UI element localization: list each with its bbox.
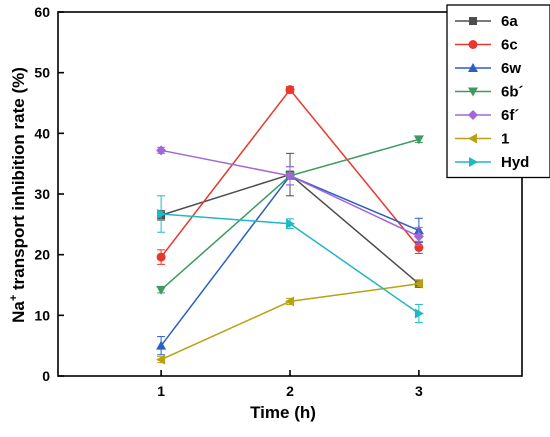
legend-entry-1: 6c — [455, 37, 518, 54]
data-point — [285, 296, 294, 307]
series-6 — [157, 195, 424, 324]
y-tick-label: 30 — [34, 186, 50, 202]
legend-entry-0: 6a — [455, 13, 518, 30]
legend-entry-3: 6b´ — [455, 84, 524, 101]
data-point — [156, 354, 166, 365]
series-4 — [156, 145, 424, 247]
data-point — [156, 145, 167, 156]
legend-marker — [469, 17, 477, 25]
legend-marker — [468, 87, 478, 97]
x-tick-label: 3 — [415, 383, 423, 399]
legend-label: 6a — [501, 13, 518, 30]
legend-entry-5: 1 — [455, 131, 509, 148]
y-axis-title-rest: transport inhibition rate (%) — [9, 67, 28, 295]
x-axis-title: Time (h) — [250, 403, 316, 422]
data-point — [156, 285, 167, 295]
series-group — [156, 85, 424, 365]
legend-marker — [468, 133, 477, 144]
legend-entry-4: 6f´ — [455, 107, 519, 124]
legend-label: 1 — [501, 131, 509, 148]
data-point — [156, 252, 166, 262]
legend-entry-6: Hyd — [455, 154, 529, 171]
y-axis-title-prefix: Na — [9, 301, 28, 323]
y-tick-label: 40 — [34, 125, 50, 141]
data-point — [413, 278, 423, 289]
y-axis-title: Na+ transport inhibition rate (%) — [8, 67, 28, 323]
x-tick-label: 2 — [286, 383, 294, 399]
legend-marker — [468, 110, 478, 120]
legend-entry-2: 6w — [455, 60, 521, 77]
legend-marker — [469, 157, 478, 167]
data-point — [156, 340, 167, 350]
legend-marker — [468, 40, 478, 49]
legend-label: 6f´ — [501, 107, 519, 124]
axes: 0 10 20 30 40 50 60 1 2 3 — [34, 4, 523, 399]
y-tick-label: 0 — [42, 368, 50, 384]
data-point — [414, 308, 424, 319]
data-point — [285, 170, 295, 181]
legend-marker — [468, 63, 478, 72]
legend: 6a 6c 6w 6b´ 6f´ 1 Hyd — [446, 4, 550, 179]
legend-label: Hyd — [501, 154, 529, 171]
legend-label: 6c — [501, 37, 518, 54]
y-tick-label: 10 — [34, 307, 50, 323]
data-point — [413, 231, 424, 242]
data-point — [413, 135, 424, 145]
legend-label: 6b´ — [501, 84, 524, 101]
data-point — [285, 85, 295, 95]
x-tick-label: 1 — [157, 383, 165, 399]
y-tick-label: 50 — [34, 65, 50, 81]
legend-label: 6w — [501, 60, 521, 77]
series-5 — [156, 278, 423, 365]
data-point — [157, 209, 167, 220]
data-point — [286, 218, 295, 229]
y-tick-label: 60 — [34, 4, 50, 20]
y-axis-title-superscript: + — [8, 295, 20, 301]
series-line — [160, 174, 420, 347]
y-tick-label: 20 — [34, 247, 50, 263]
